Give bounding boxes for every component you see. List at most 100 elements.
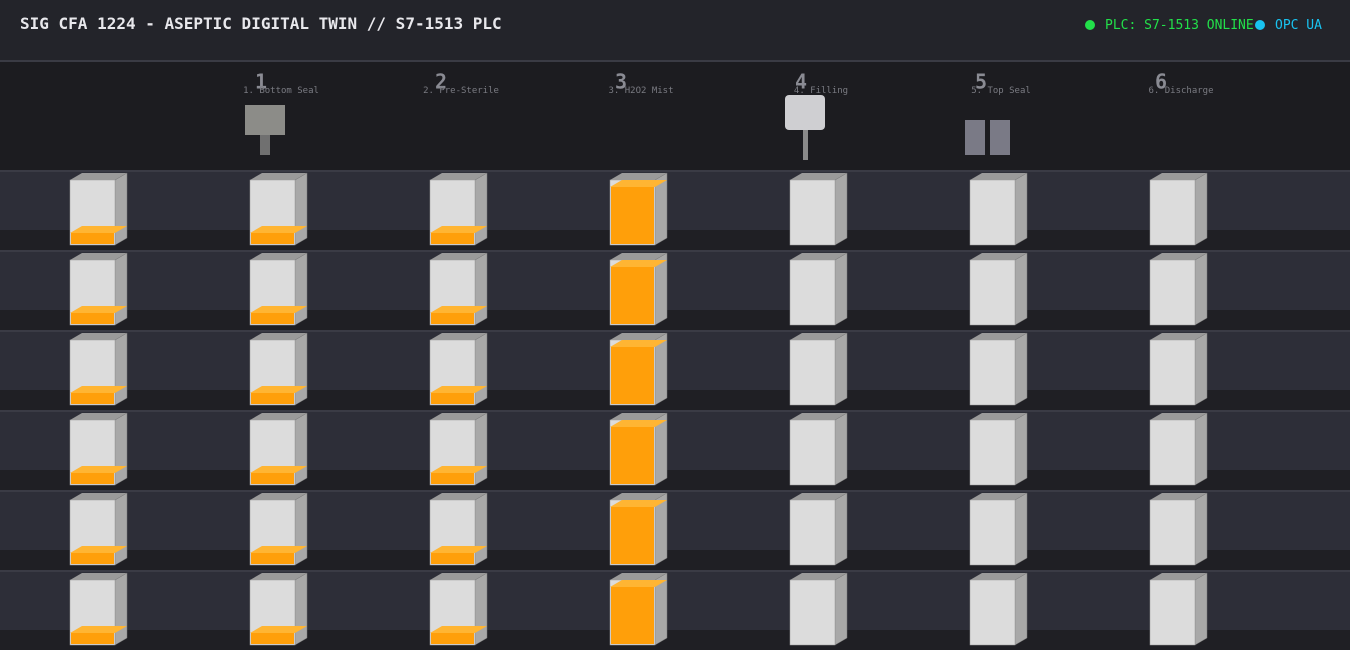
carton bbox=[969, 572, 1028, 646]
liquid bbox=[251, 313, 294, 324]
header-border bbox=[0, 60, 1350, 62]
carton-front bbox=[1149, 499, 1196, 566]
station-label: 3. H2O2 Mist bbox=[608, 86, 673, 96]
liquid-top bbox=[250, 386, 307, 393]
station-number: 3 bbox=[615, 70, 627, 94]
carton-side bbox=[294, 492, 308, 566]
liquid bbox=[611, 267, 654, 324]
liquid bbox=[71, 233, 114, 244]
carton-front bbox=[969, 419, 1016, 486]
carton-top bbox=[250, 333, 307, 340]
carton-side bbox=[1014, 252, 1028, 326]
liquid-top bbox=[70, 226, 127, 233]
liquid bbox=[611, 187, 654, 244]
station-number: 4 bbox=[795, 70, 807, 94]
row-band bbox=[0, 230, 1350, 250]
row-band bbox=[0, 330, 1350, 332]
carton-top bbox=[970, 173, 1027, 180]
liquid-top bbox=[430, 226, 487, 233]
carton bbox=[69, 332, 128, 406]
carton bbox=[249, 252, 308, 326]
carton bbox=[789, 412, 848, 486]
carton bbox=[429, 332, 488, 406]
carton bbox=[969, 492, 1028, 566]
carton-side bbox=[474, 572, 488, 646]
carton bbox=[609, 412, 668, 486]
carton-top bbox=[1150, 493, 1207, 500]
row-band bbox=[0, 390, 1350, 410]
carton-top bbox=[970, 253, 1027, 260]
carton bbox=[429, 492, 488, 566]
liquid-top bbox=[610, 580, 667, 587]
header-bar bbox=[0, 0, 1350, 61]
station-label: 6. Discharge bbox=[1148, 86, 1213, 96]
carton-top bbox=[610, 413, 667, 420]
row-band bbox=[0, 170, 1350, 172]
carton-top bbox=[610, 333, 667, 340]
station-number: 6 bbox=[1155, 70, 1167, 94]
tools bbox=[245, 95, 1010, 160]
liquid bbox=[431, 233, 474, 244]
carton-top bbox=[610, 573, 667, 580]
carton bbox=[429, 572, 488, 646]
carton-top bbox=[430, 173, 487, 180]
carton-side bbox=[834, 252, 848, 326]
carton-top bbox=[790, 573, 847, 580]
liquid bbox=[251, 633, 294, 644]
carton-top bbox=[250, 573, 307, 580]
carton-front bbox=[969, 259, 1016, 326]
carton-side bbox=[1194, 332, 1208, 406]
carton-top bbox=[1150, 573, 1207, 580]
carton-side bbox=[114, 252, 128, 326]
row-band bbox=[0, 492, 1350, 550]
liquid bbox=[71, 633, 114, 644]
liquid bbox=[431, 553, 474, 564]
carton-side bbox=[834, 412, 848, 486]
carton-top bbox=[430, 413, 487, 420]
carton-top bbox=[430, 253, 487, 260]
carton-side bbox=[294, 252, 308, 326]
carton-top bbox=[970, 573, 1027, 580]
carton-side bbox=[474, 412, 488, 486]
carton-side bbox=[294, 572, 308, 646]
station-label: 2. Pre-Sterile bbox=[423, 86, 499, 96]
liquid bbox=[251, 473, 294, 484]
carton-side bbox=[1194, 412, 1208, 486]
carton-side bbox=[114, 492, 128, 566]
liquid-top bbox=[430, 306, 487, 313]
carton bbox=[789, 332, 848, 406]
liquid bbox=[611, 507, 654, 564]
row-band bbox=[0, 572, 1350, 630]
carton-side bbox=[1194, 252, 1208, 326]
carton-front bbox=[789, 339, 836, 406]
carton-top bbox=[70, 253, 127, 260]
row-band bbox=[0, 172, 1350, 230]
liquid bbox=[251, 393, 294, 404]
row-band bbox=[0, 332, 1350, 390]
carton bbox=[609, 252, 668, 326]
liquid bbox=[431, 313, 474, 324]
carton-top bbox=[430, 493, 487, 500]
carton bbox=[249, 572, 308, 646]
tool-rod bbox=[260, 135, 270, 155]
carton bbox=[249, 172, 308, 246]
carton-top bbox=[790, 173, 847, 180]
carton-top bbox=[970, 493, 1027, 500]
row-band bbox=[0, 250, 1350, 252]
carton-side bbox=[114, 332, 128, 406]
carton-front bbox=[1149, 259, 1196, 326]
carton-top bbox=[610, 173, 667, 180]
carton-side bbox=[294, 332, 308, 406]
status-label: OPC UA bbox=[1275, 18, 1322, 33]
row-band bbox=[0, 252, 1350, 310]
carton bbox=[969, 172, 1028, 246]
carton-side bbox=[834, 572, 848, 646]
row-band bbox=[0, 470, 1350, 490]
carton-top bbox=[1150, 173, 1207, 180]
carton-side bbox=[834, 332, 848, 406]
carton-top bbox=[610, 493, 667, 500]
liquid bbox=[611, 587, 654, 644]
carton-side bbox=[474, 172, 488, 246]
carton bbox=[429, 412, 488, 486]
